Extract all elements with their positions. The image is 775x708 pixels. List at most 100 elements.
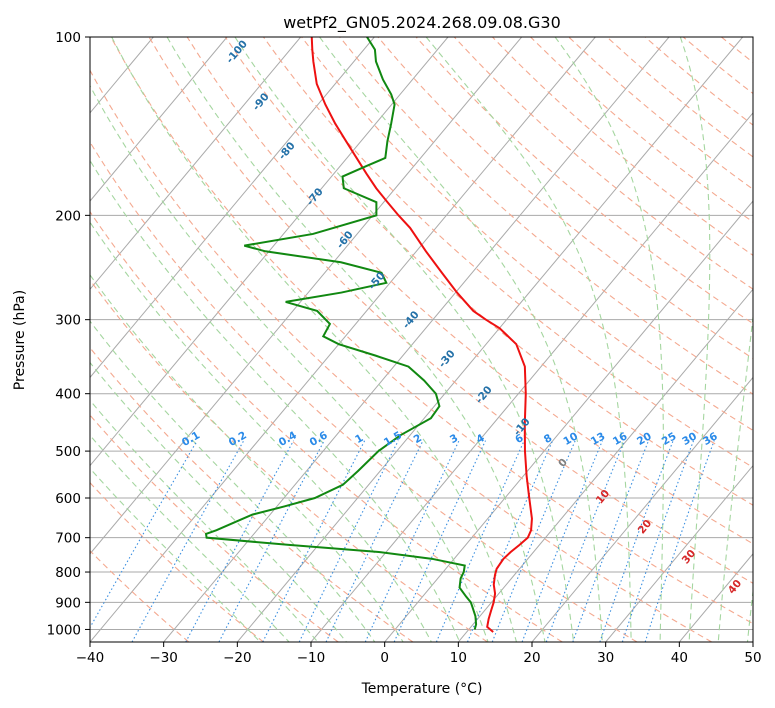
x-tick-label: 20 [523, 650, 540, 666]
moist-adiabat-label: 10 [594, 488, 613, 507]
isotherm-gridline [90, 37, 523, 555]
mixing-ratio-label: 8 [542, 432, 554, 446]
mixing-ratio-label: 0.2 [227, 429, 249, 449]
isotherm-gridline [163, 37, 670, 642]
mixing-ratio-line [298, 440, 399, 642]
dry-adiabat-label: -60 [334, 229, 355, 251]
moist-adiabat-line [90, 221, 432, 642]
moist-adiabat-line [425, 37, 632, 642]
mixing-ratio-line [572, 440, 650, 642]
isotherm-gridline [90, 37, 449, 467]
dry-adiabat-line [90, 481, 264, 642]
mixing-ratio-line [435, 440, 525, 642]
isotherm-gridline [90, 37, 596, 642]
dry-adiabat-line [682, 37, 753, 95]
axis-ticks: −40 −30 −20 −10 0 10 20 30 40 50 100 200 300 400 500 60… [47, 30, 762, 666]
dry-adiabat-label: -20 [473, 384, 494, 406]
x-tick-label: −10 [297, 650, 326, 666]
y-tick-label: 500 [55, 444, 81, 460]
mixing-ratio-label: 0.4 [277, 429, 299, 449]
dry-adiabat-label: -40 [400, 309, 421, 331]
dry-adiabat-line [530, 37, 753, 223]
mixing-ratio-line [599, 440, 674, 642]
mixing-ratio-label: 16 [611, 430, 630, 448]
x-tick-label: 40 [671, 650, 688, 666]
dry-adiabat-label: -30 [436, 348, 457, 370]
moist-adiabat-label: 20 [636, 518, 655, 537]
isotherm-gridline [90, 37, 375, 379]
dry-adiabat-line [644, 37, 753, 126]
mixing-ratio-label: 25 [660, 430, 679, 448]
mixing-ratio-label: 2 [412, 432, 424, 446]
mixing-ratio-line [466, 440, 554, 642]
isotherm-gridline [678, 553, 753, 642]
x-tick-label: −30 [149, 650, 178, 666]
dry-adiabat-line [415, 37, 753, 325]
mixing-ratio-line [644, 440, 715, 642]
y-tick-label: 300 [55, 313, 81, 329]
moist-adiabat-line [90, 84, 489, 642]
y-tick-label: 700 [55, 531, 81, 547]
mixing-ratio-line [621, 440, 695, 642]
y-tick-label: 800 [55, 565, 81, 581]
isotherm-gridline [0, 37, 6, 642]
y-tick-label: 100 [55, 30, 81, 46]
mixing-ratio-label: 20 [635, 430, 654, 448]
mixing-ratio-line [364, 440, 460, 642]
dry-adiabat-label: -100 [224, 38, 250, 66]
isotherm-gridline [90, 37, 302, 291]
moist-adiabat-label: 40 [726, 578, 745, 597]
mixing-ratio-line [262, 440, 366, 642]
isotherm-gridline [457, 288, 753, 642]
dry-adiabat-line [721, 37, 753, 64]
moist-adiabat-line [90, 274, 404, 642]
sounding-traces [204, 37, 533, 633]
y-tick-label: 900 [55, 595, 81, 611]
y-tick-label: 400 [55, 387, 81, 403]
moist-adiabat-line [319, 37, 603, 642]
dry-adiabat-line [90, 69, 712, 642]
isotherm-gridline [531, 376, 753, 642]
mixing-ratio-label: 10 [561, 430, 580, 448]
dry-adiabat-line [90, 346, 414, 642]
dry-adiabat-line [453, 37, 753, 290]
moist-adiabat-line [90, 361, 347, 642]
x-axis-label: Temperature (°C) [361, 681, 483, 697]
mixing-ratio-line [218, 440, 325, 642]
temperature-trace [310, 37, 533, 633]
isotherm-gridline [605, 464, 753, 642]
moist-adiabat-line [90, 399, 319, 642]
chart-title: wetPf2_GN05.2024.268.09.08.G30 [283, 13, 561, 33]
y-axis-label: Pressure (hPa) [12, 290, 28, 390]
dry-adiabat-line [377, 37, 753, 360]
dry-adiabat-line [90, 210, 563, 642]
x-tick-label: −40 [76, 650, 105, 666]
mixing-ratio-label: 0.1 [180, 429, 202, 449]
x-tick-label: 50 [744, 650, 761, 666]
mixing-ratio-line [90, 440, 198, 629]
dry-adiabat-line [760, 37, 775, 642]
dry-adiabat-line [90, 141, 638, 642]
y-tick-label: 600 [55, 491, 81, 507]
dry-adiabat-line [90, 549, 190, 642]
mixing-ratio-line [185, 440, 295, 642]
line-labels: -100-90-80-70-60-50-40-30-20-100.1 0.2 0.4… [180, 38, 744, 596]
dry-adiabat-line [186, 37, 753, 545]
isotherm-gridline [90, 37, 228, 202]
x-tick-label: −20 [223, 650, 252, 666]
moist-adiabat-line [679, 37, 711, 642]
x-tick-label: 0 [380, 650, 389, 666]
mixing-ratio-line [545, 440, 625, 642]
moist-adiabat-line [90, 467, 261, 642]
isotherm-gridline [752, 641, 753, 642]
dry-adiabat-line [148, 37, 753, 584]
isotherm-gridline [236, 37, 744, 642]
mixing-ratio-line [131, 440, 245, 642]
dry-adiabat-line [110, 37, 753, 625]
mixing-ratio-label: 13 [589, 430, 608, 448]
background-lines [0, 37, 775, 642]
moist-adiabat-line [90, 159, 461, 642]
moist-adiabat-line [166, 37, 546, 642]
moist-adiabat-line [746, 587, 753, 642]
